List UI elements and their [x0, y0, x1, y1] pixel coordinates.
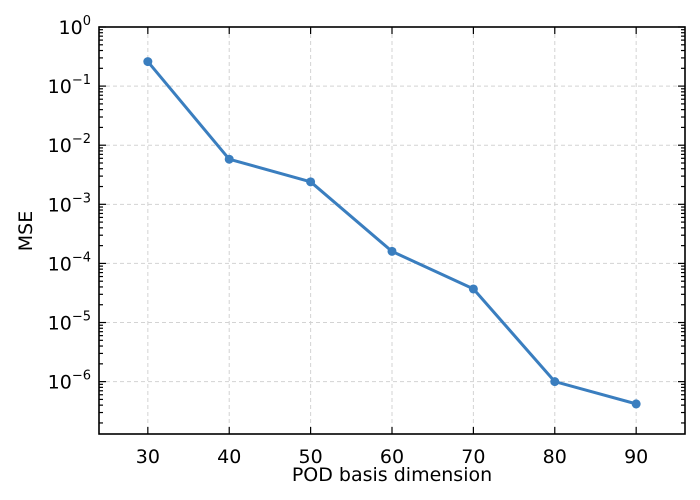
y-tick-exponent: −6 [72, 369, 91, 384]
y-tick-exponent: 0 [83, 14, 91, 29]
y-tick-base: 10 [48, 253, 72, 275]
ticks [99, 26, 685, 434]
y-tick-label: 10−4 [48, 250, 91, 275]
x-tick-label: 80 [543, 446, 567, 468]
y-tick-base: 10 [48, 135, 72, 157]
y-tick-base: 10 [48, 313, 72, 335]
data-point [306, 177, 316, 187]
data-point [550, 377, 560, 387]
x-tick-label: 30 [136, 446, 160, 468]
y-tick-exponent: −1 [72, 73, 91, 88]
y-tick-label: 10−3 [48, 191, 91, 216]
y-tick-label: 10−6 [48, 369, 91, 394]
y-tick-label: 10−2 [48, 132, 91, 157]
grid [99, 26, 685, 434]
x-tick-label: 60 [380, 446, 404, 468]
y-tick-exponent: −4 [72, 250, 91, 265]
data-point [143, 57, 153, 67]
data-point [631, 399, 641, 409]
y-tick-base: 10 [59, 17, 83, 39]
x-tick-label: 90 [624, 446, 648, 468]
x-tick-label: 70 [461, 446, 485, 468]
y-tick-base: 10 [48, 76, 72, 98]
x-tick-label: 40 [217, 446, 241, 468]
y-tick-base: 10 [48, 372, 72, 394]
series-layer [143, 57, 641, 409]
y-tick-exponent: −5 [72, 310, 91, 325]
data-point [387, 246, 397, 256]
y-tick-label: 10−5 [48, 310, 91, 335]
y-tick-base: 10 [48, 194, 72, 216]
data-point [468, 284, 478, 294]
y-tick-label: 100 [59, 14, 91, 39]
y-tick-exponent: −2 [72, 132, 91, 147]
y-tick-exponent: −3 [72, 191, 91, 206]
data-point [224, 154, 234, 164]
x-axis-label: POD basis dimension [292, 464, 492, 486]
x-tick-label: 50 [299, 446, 323, 468]
tick-labels: 30 40 50 60 70 80 9010010−110−210−310−410−510−… [48, 14, 649, 468]
y-tick-label: 10−1 [48, 73, 91, 98]
y-axis-label: MSE [15, 211, 37, 251]
